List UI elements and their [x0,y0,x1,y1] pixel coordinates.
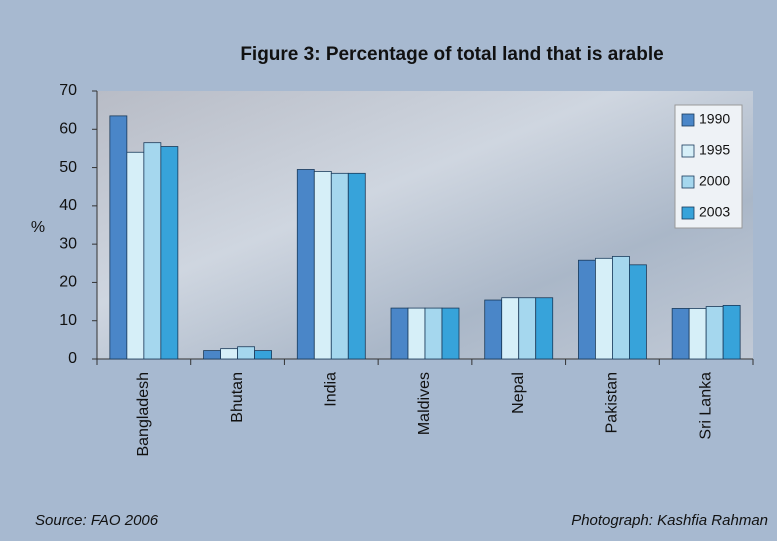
legend-label: 2000 [699,173,730,189]
y-tick-label: 20 [59,274,77,291]
y-tick-label: 0 [68,350,77,367]
legend-swatch [681,175,695,189]
y-tick-label: 60 [59,121,77,138]
legend-label: 2003 [699,204,730,220]
bar [203,350,221,360]
legend-label: 1990 [699,111,730,127]
bar [390,307,409,360]
source: Source: FAO 2006 [35,512,159,529]
bar [313,170,332,360]
bar [688,308,707,360]
bar [109,115,128,360]
bar [424,307,443,360]
y-tick-label: 30 [59,235,77,252]
bar [671,308,690,360]
bar [612,255,630,360]
legend-swatch [681,113,695,127]
bar [705,306,724,360]
chart-title: Figure 3: Percentage of total land that … [240,44,663,65]
x-tick-label: Nepal [510,372,527,414]
bar [578,259,596,360]
y-tick-label: 40 [59,197,77,214]
y-tick-label: 70 [59,82,77,99]
x-tick-label: India [323,372,340,407]
bar [330,172,349,360]
bar [501,297,520,360]
bar [220,348,238,360]
bar [722,304,741,360]
x-tick-label: Pakistan [604,372,621,433]
y-tick-label: 50 [59,159,77,176]
bar [347,172,366,360]
x-tick-label: Bangladesh [135,372,152,457]
y-axis-label: % [31,219,45,236]
x-tick-label: Sri Lanka [697,372,714,440]
x-tick-label: Bhutan [229,372,246,423]
bar [254,350,272,360]
bar [629,264,647,360]
bar [160,146,179,360]
bar [518,297,537,360]
bar [296,169,315,360]
bar [441,307,460,360]
bar [484,299,503,360]
bar [126,151,145,360]
x-tick-label: Maldives [416,372,433,435]
legend-swatch [681,144,695,158]
legend-swatch [681,206,695,220]
bar [143,142,162,360]
bar [237,346,255,360]
legend-label: 1995 [699,142,730,158]
credit: Photograph: Kashfia Rahman [571,512,768,529]
bar [535,297,554,360]
bar [595,257,613,360]
y-tick-label: 10 [59,312,77,329]
bar [407,307,426,360]
